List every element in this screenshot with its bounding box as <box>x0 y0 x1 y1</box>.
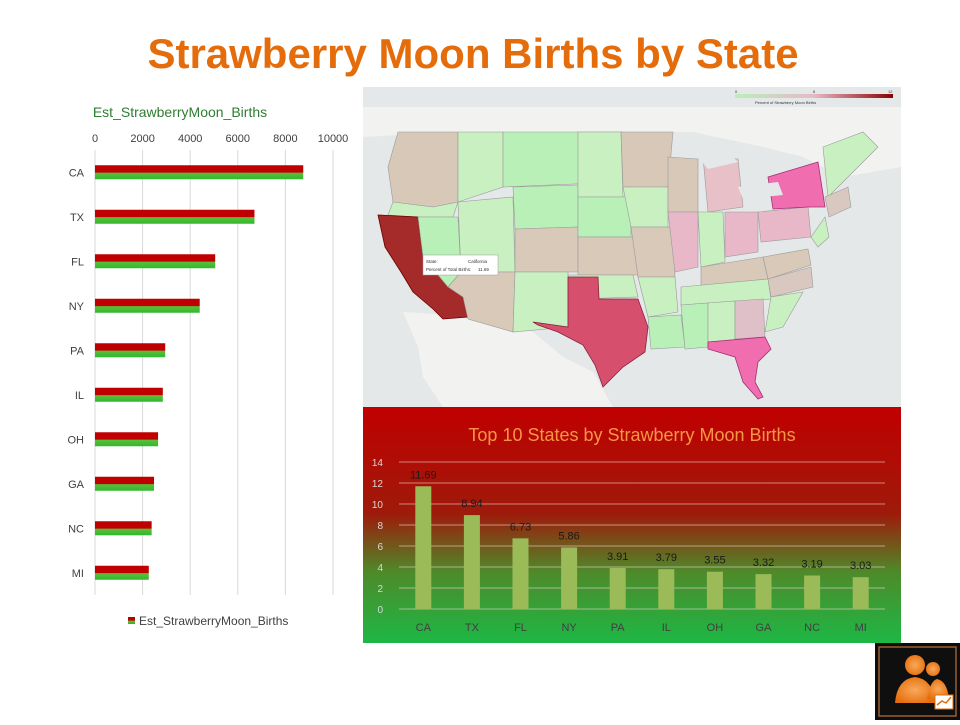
bar <box>95 254 216 269</box>
data-label: 3.03 <box>850 560 871 572</box>
category-label: NY <box>561 622 577 634</box>
state-new-york[interactable] <box>767 161 826 210</box>
data-label: 3.55 <box>704 555 725 567</box>
us-choropleth-map[interactable]: 0 6 12 Percent of Strawberry Moon Births <box>363 87 901 407</box>
tooltip-percent-label: Percent of Total Births: <box>426 267 471 272</box>
bar <box>95 565 149 580</box>
category-label: OH <box>707 622 724 634</box>
bar <box>95 521 152 536</box>
top10-bar-chart: Top 10 States by Strawberry Moon Births … <box>363 407 901 643</box>
bar <box>95 209 255 224</box>
data-label: 11.69 <box>410 469 437 481</box>
bar <box>463 515 480 609</box>
category-label: NC <box>804 622 820 634</box>
map-legend-tick: 6 <box>813 89 816 94</box>
data-label: 3.19 <box>801 559 822 571</box>
logo <box>875 643 960 720</box>
bar <box>95 343 166 358</box>
map-tooltip: State: California Percent of Total Birth… <box>422 254 499 276</box>
category-label: PA <box>70 345 85 357</box>
y-tick-label: 0 <box>377 605 383 616</box>
left-chart-legend: Est_StrawberryMoon_Births <box>128 614 288 628</box>
bar <box>415 486 432 609</box>
y-tick-label: 8 <box>377 521 383 532</box>
bar <box>609 567 626 609</box>
category-label: FL <box>71 256 84 268</box>
x-tick-label: 8000 <box>273 133 297 145</box>
bar <box>658 569 675 609</box>
y-tick-label: 10 <box>372 500 384 511</box>
bar <box>512 538 529 609</box>
people-growth-icon <box>878 646 957 717</box>
bar <box>755 574 772 609</box>
left-chart-title: Est_StrawberryMoon_Births <box>93 104 267 120</box>
tooltip-state-label: State: <box>426 259 438 264</box>
category-label: CA <box>69 167 85 179</box>
data-label: 3.32 <box>753 557 774 569</box>
bar <box>706 571 723 609</box>
x-tick-label: 6000 <box>226 133 250 145</box>
category-label: MI <box>855 622 867 634</box>
x-tick-label: 2000 <box>130 133 154 145</box>
data-label: 3.79 <box>656 552 677 564</box>
map-legend-tick: 12 <box>888 89 893 94</box>
x-tick-label: 10000 <box>318 133 349 145</box>
state-florida[interactable] <box>707 336 772 400</box>
category-label: GA <box>756 622 773 634</box>
est-births-bar-chart: Est_StrawberryMoon_Births 0 2000 4000 6000 8… <box>68 104 349 628</box>
bar <box>95 476 155 491</box>
tooltip-state-value: California <box>468 259 488 264</box>
map-legend-label: Percent of Strawberry Moon Births <box>755 100 816 105</box>
category-label: IL <box>75 390 84 402</box>
category-label: GA <box>68 479 85 491</box>
bar <box>95 165 304 180</box>
bar <box>95 432 159 447</box>
category-label: MI <box>72 568 84 580</box>
category-label: TX <box>70 212 85 224</box>
bar <box>804 575 821 609</box>
category-label: PA <box>611 622 626 634</box>
tooltip-percent-value: 11.69 <box>478 267 489 272</box>
data-label: 5.86 <box>558 530 579 542</box>
category-label: TX <box>465 622 480 634</box>
map-legend: 0 6 12 Percent of Strawberry Moon Births <box>735 89 893 105</box>
bar <box>561 547 578 609</box>
category-label: OH <box>68 434 85 446</box>
bar <box>852 577 869 609</box>
bar <box>95 298 200 313</box>
category-label: IL <box>662 622 671 634</box>
state-texas[interactable] <box>532 276 649 388</box>
category-label: NC <box>68 523 84 535</box>
x-tick-label: 0 <box>92 133 98 145</box>
bar <box>95 387 163 402</box>
data-label: 3.91 <box>607 551 628 563</box>
map-legend-tick: 0 <box>735 89 738 94</box>
x-tick-label: 4000 <box>178 133 202 145</box>
category-label: CA <box>416 622 432 634</box>
category-label: NY <box>69 301 85 313</box>
data-label: 6.73 <box>510 521 531 533</box>
y-tick-label: 4 <box>377 563 383 574</box>
page-title: Strawberry Moon Births by State <box>147 30 799 77</box>
bottom-chart-title: Top 10 States by Strawberry Moon Births <box>468 425 795 445</box>
y-tick-label: 2 <box>377 584 383 595</box>
y-tick-label: 12 <box>372 479 384 490</box>
left-chart-legend-label: Est_StrawberryMoon_Births <box>139 614 288 628</box>
data-label: 8.94 <box>461 498 482 510</box>
us-map-panel[interactable]: 0 6 12 Percent of Strawberry Moon Births <box>363 87 901 407</box>
category-label: FL <box>514 622 527 634</box>
y-tick-label: 6 <box>377 542 383 553</box>
y-tick-label: 14 <box>372 458 384 469</box>
